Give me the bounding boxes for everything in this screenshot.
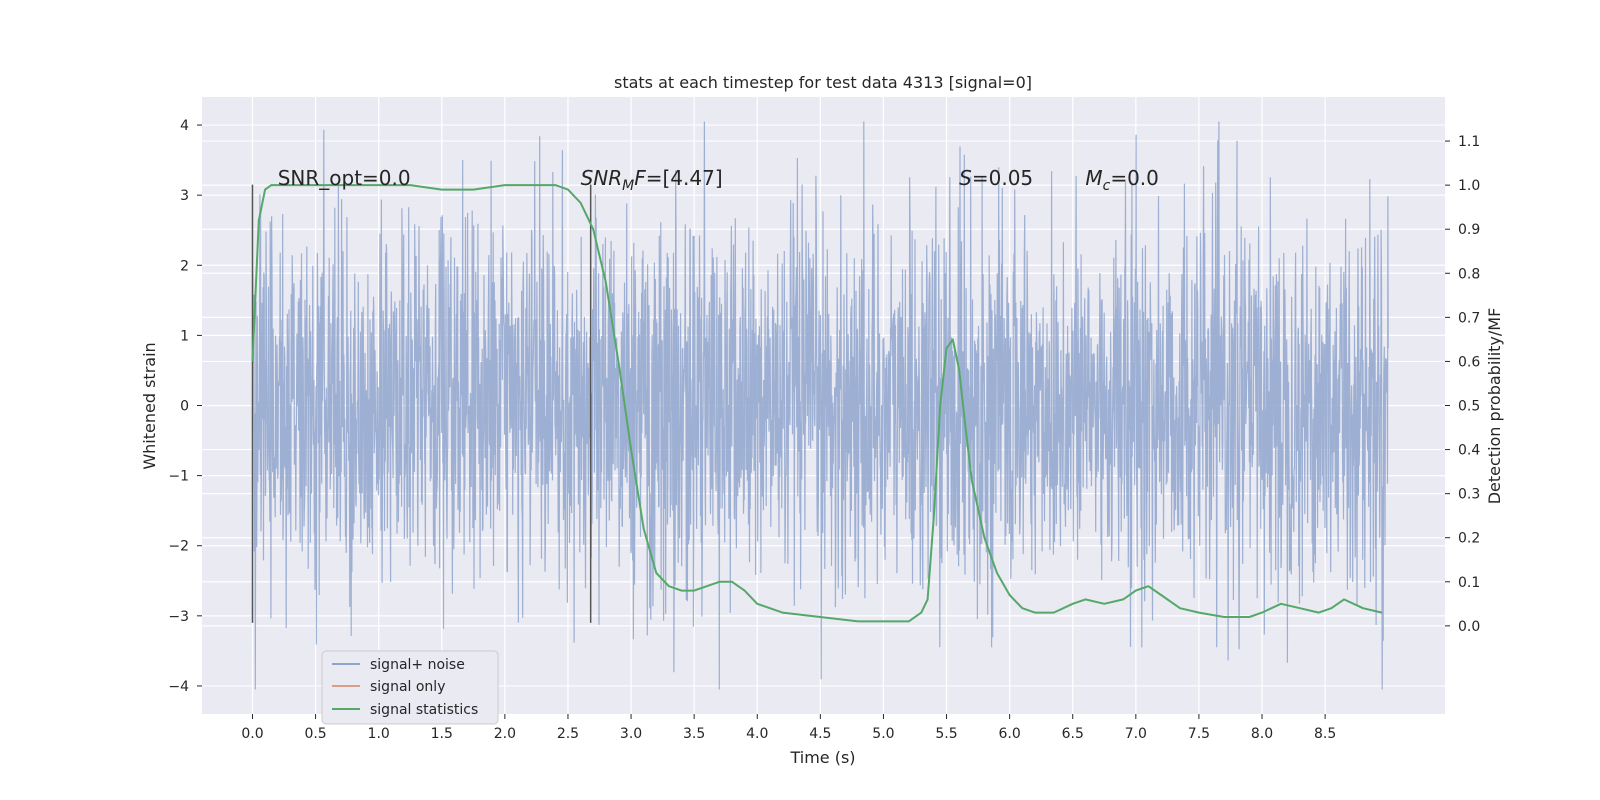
annotation-mc-main: M [1085, 166, 1102, 190]
annotation-s: S=0.05 [959, 166, 1033, 190]
y-right-tick-label: 1.1 [1458, 134, 1480, 150]
y-tick-label: −1 [168, 469, 189, 485]
x-tick-label: 8.5 [1314, 726, 1336, 742]
x-tick-label: 3.5 [683, 726, 705, 742]
y-right-tick-label: 0.2 [1458, 531, 1480, 547]
x-tick-label: 4.5 [809, 726, 831, 742]
y-right-axis-ticks: 1.1 1.0 0.9 0.8 0.7 0.6 0.5 0.4 0.3 0.2 0.1 0.0 [1445, 134, 1480, 635]
legend-label-signal-noise: signal+ noise [370, 657, 465, 673]
annotation-s-value: =0.05 [972, 166, 1033, 190]
x-tick-label: 6.5 [1062, 726, 1084, 742]
x-tick-label: 1.5 [431, 726, 453, 742]
x-tick-label: 6.0 [999, 726, 1021, 742]
series-signal-statistics [251, 184, 1383, 623]
y-axis-ticks: 4 3 2 1 0 −1 −2 −3 −4 [168, 118, 202, 695]
x-tick-label: 2.0 [494, 726, 516, 742]
annotation-snr-mf-main: SNR [581, 166, 623, 190]
legend-label-signal-only: signal only [370, 679, 445, 695]
y-right-tick-label: 0.8 [1458, 266, 1480, 282]
y-axis-label: Whitened strain [140, 342, 159, 469]
y-right-tick-label: 0.9 [1458, 222, 1480, 238]
y-right-tick-label: 0.3 [1458, 487, 1480, 503]
series-signal-noise [251, 121, 1389, 690]
y-tick-label: 3 [180, 188, 189, 204]
annotation-snr-mf-tail: F [634, 166, 646, 190]
x-tick-label: 5.0 [872, 726, 894, 742]
legend-box [321, 650, 499, 725]
x-tick-label: 8.0 [1251, 726, 1273, 742]
noise-trace [251, 121, 1389, 690]
y-right-tick-label: 1.0 [1458, 178, 1480, 194]
annotation-mc: Mc=0.0 [1085, 166, 1159, 194]
y-right-tick-label: 0.7 [1458, 310, 1480, 326]
x-tick-label: 5.5 [935, 726, 957, 742]
y-tick-label: 0 [180, 399, 189, 415]
annotation-s-main: S [959, 166, 972, 190]
annotation-mc-sub: c [1103, 178, 1111, 194]
y-right-tick-label: 0.0 [1458, 619, 1480, 635]
x-tick-label: 4.0 [746, 726, 768, 742]
legend: signal+ noise signal only signal statist… [321, 650, 499, 725]
y-tick-label: 2 [180, 258, 189, 274]
annotation-snr-mf-value: =[4.47] [646, 166, 723, 190]
y-right-tick-label: 0.5 [1458, 399, 1480, 415]
x-axis-ticks: 0.0 0.5 1.0 1.5 2.0 2.5 3.0 3.5 4.0 4.5 5.0 5.5 6.0 6… [241, 714, 1336, 742]
plot-area: SNR_opt=0.0 SNRMF=[4.47] S=0.05 Mc=0.0 0… [140, 73, 1504, 767]
y-right-tick-label: 0.1 [1458, 575, 1480, 591]
x-tick-label: 0.5 [304, 726, 326, 742]
x-tick-label: 2.5 [557, 726, 579, 742]
y-right-axis-label: Detection probability/MF [1485, 308, 1504, 505]
y-tick-label: −3 [168, 609, 189, 625]
x-tick-label: 7.5 [1188, 726, 1210, 742]
annotation-snr-mf: SNRMF=[4.47] [581, 166, 723, 194]
signal-statistics-line [251, 184, 1383, 623]
x-tick-label: 7.0 [1125, 726, 1147, 742]
annotations: SNR_opt=0.0 SNRMF=[4.47] S=0.05 Mc=0.0 [278, 166, 1159, 194]
annotation-snr-opt: SNR_opt=0.0 [278, 166, 411, 190]
y-tick-label: −2 [168, 539, 189, 555]
y-right-tick-label: 0.6 [1458, 354, 1480, 370]
y-tick-label: −4 [168, 679, 189, 695]
annotation-mc-value: =0.0 [1110, 166, 1159, 190]
legend-label-signal-statistics: signal statistics [370, 702, 478, 718]
y-tick-label: 1 [180, 328, 189, 344]
chart-title: stats at each timestep for test data 431… [614, 73, 1032, 92]
x-tick-label: 0.0 [241, 726, 263, 742]
vertical-markers [251, 184, 592, 623]
x-axis-label: Time (s) [789, 748, 855, 767]
x-tick-label: 3.0 [620, 726, 642, 742]
annotation-snr-mf-sub: M [622, 178, 634, 194]
y-right-tick-label: 0.4 [1458, 443, 1480, 459]
x-tick-label: 1.0 [368, 726, 390, 742]
y-tick-label: 4 [180, 118, 189, 134]
